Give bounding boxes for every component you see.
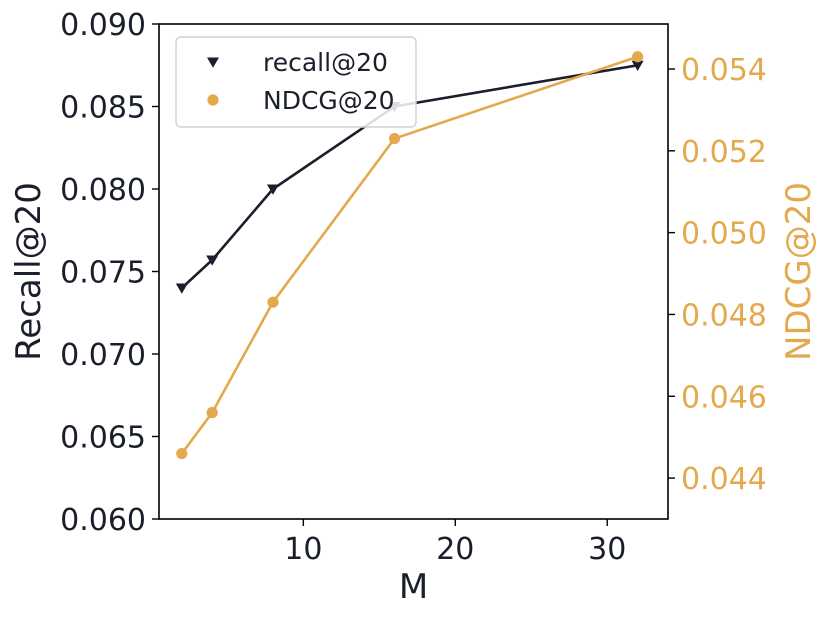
x-tick-label: 30 [588, 532, 626, 567]
data-point-recall@20 [631, 60, 644, 71]
data-point-recall@20 [175, 283, 188, 294]
y-right-tick-label: 0.054 [681, 53, 767, 88]
y-right-tick-label: 0.052 [681, 135, 767, 170]
y-left-axis-title: Recall@20 [9, 182, 49, 361]
data-point-recall@20 [266, 184, 279, 195]
data-point-NDCG@20 [632, 51, 644, 63]
data-point-NDCG@20 [176, 447, 188, 460]
y-right-tick-label: 0.046 [681, 380, 767, 415]
legend-marker-recall@20 [207, 57, 219, 68]
legend-box [175, 36, 417, 128]
y-right-tick-label: 0.044 [681, 462, 767, 497]
data-point-recall@20 [206, 255, 219, 266]
y-left-tick-label: 0.060 [60, 503, 146, 538]
legend: recall@20 NDCG@20 [175, 36, 417, 128]
series-layer [175, 51, 644, 460]
y-left-tick-label: 0.090 [60, 8, 146, 43]
data-point-NDCG@20 [388, 132, 401, 145]
x-tick-label: 10 [284, 532, 322, 567]
y-left-tick-label: 0.075 [60, 256, 146, 291]
y-left-tick-label: 0.065 [60, 421, 146, 456]
legend-label-NDCG@20: NDCG@20 [263, 86, 395, 115]
y-left-tick-label: 0.085 [60, 91, 146, 126]
data-point-NDCG@20 [206, 407, 218, 419]
legend-marker-NDCG@20 [207, 94, 219, 106]
legend-label-recall@20: recall@20 [263, 48, 388, 77]
data-point-NDCG@20 [267, 296, 279, 308]
x-tick-label: 20 [436, 532, 474, 567]
y-left-tick-label: 0.080 [60, 173, 146, 208]
y-right-tick-label: 0.050 [681, 217, 767, 252]
y-right-axis-title: NDCG@20 [779, 182, 819, 361]
y-right-tick-label: 0.048 [681, 298, 767, 333]
y-left-tick-label: 0.070 [60, 338, 146, 373]
x-axis-title: M [399, 567, 428, 607]
axes-layer: 10 20 30 0.060 0.065 0.070 0.075 0.080 0.085 0.09… [9, 8, 819, 607]
